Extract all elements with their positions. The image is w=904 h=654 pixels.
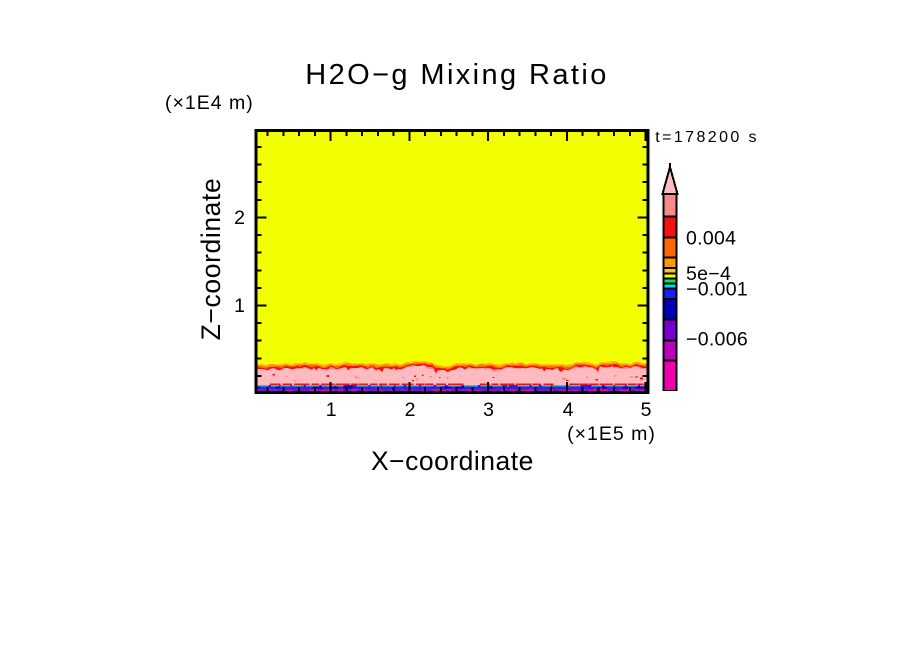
svg-text:H2O−g Mixing Ratio: H2O−g Mixing Ratio bbox=[305, 59, 609, 91]
svg-text:X−coordinate: X−coordinate bbox=[371, 446, 534, 476]
svg-text:1: 1 bbox=[326, 399, 338, 421]
svg-text:−0.001: −0.001 bbox=[686, 278, 748, 300]
svg-text:Z−coordinate: Z−coordinate bbox=[196, 178, 226, 341]
svg-text:2: 2 bbox=[405, 399, 417, 421]
svg-text:(×1E5 m): (×1E5 m) bbox=[567, 423, 656, 445]
svg-text:t=178200 s: t=178200 s bbox=[655, 129, 759, 146]
svg-text:3: 3 bbox=[483, 399, 495, 421]
svg-text:5e−4: 5e−4 bbox=[686, 263, 731, 285]
svg-text:4: 4 bbox=[563, 399, 575, 421]
svg-text:1: 1 bbox=[234, 295, 246, 317]
svg-text:(×1E4 m): (×1E4 m) bbox=[165, 92, 254, 114]
svg-text:0.004: 0.004 bbox=[686, 228, 736, 250]
svg-text:5: 5 bbox=[641, 399, 653, 421]
svg-text:−0.006: −0.006 bbox=[686, 329, 748, 351]
svg-text:2: 2 bbox=[234, 207, 246, 229]
